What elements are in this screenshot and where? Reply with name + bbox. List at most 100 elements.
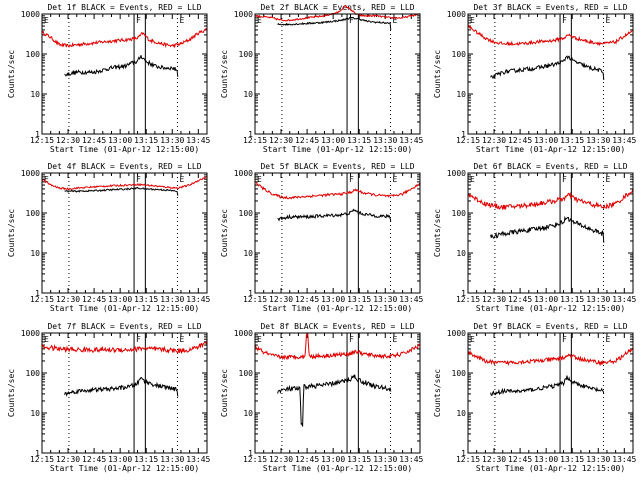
x-tick-label: 13:45 xyxy=(186,455,210,464)
x-tick-label: 13:15 xyxy=(134,136,158,145)
y-axis-label: Counts/sec xyxy=(7,50,16,98)
x-tick-label: 12:15 xyxy=(243,295,267,304)
x-tick-label: 12:30 xyxy=(56,136,80,145)
y-tick-label: 1 xyxy=(248,449,253,458)
plot-frame xyxy=(467,13,634,135)
y-axis-ticks xyxy=(468,15,633,135)
events-series-line xyxy=(277,374,392,427)
x-tick-label: 13:00 xyxy=(534,455,558,464)
time-marker-label: E xyxy=(470,16,475,25)
x-tick-label: 12:15 xyxy=(456,455,480,464)
time-marker-label: E xyxy=(392,16,397,25)
y-tick-label: 1000 xyxy=(234,169,253,178)
x-tick-label: 13:00 xyxy=(321,455,345,464)
x-tick-label: 13:00 xyxy=(534,136,558,145)
events-series-line xyxy=(64,376,179,397)
time-marker-label: E xyxy=(470,175,475,184)
y-tick-label: 100 xyxy=(26,50,41,59)
y-tick-label: 100 xyxy=(452,209,467,218)
x-axis-label: Start Time (01-Apr-12 12:15:00) xyxy=(50,464,199,473)
chart-title: Det 3f BLACK = Events, RED = LLD xyxy=(473,3,627,12)
x-tick-label: 13:45 xyxy=(612,136,636,145)
y-tick-label: 10 xyxy=(243,90,253,99)
time-marker-label: F xyxy=(349,175,354,184)
y-axis-ticks xyxy=(42,174,207,294)
y-tick-label: 1000 xyxy=(234,329,253,338)
chart-panel-2: Det 2f BLACK = Events, RED = LLD Counts/s… xyxy=(220,3,424,154)
x-axis-label: Start Time (01-Apr-12 12:15:00) xyxy=(263,304,412,313)
time-marker-label: E xyxy=(392,335,397,344)
x-tick-label: 13:15 xyxy=(347,455,371,464)
x-axis-label: Start Time (01-Apr-12 12:15:00) xyxy=(476,145,625,154)
y-tick-label: 10 xyxy=(456,409,466,418)
chart-title: Det 7f BLACK = Events, RED = LLD xyxy=(47,322,201,331)
x-tick-label: 13:30 xyxy=(373,295,397,304)
time-marker-label: E xyxy=(44,335,49,344)
x-tick-label: 13:30 xyxy=(586,295,610,304)
x-tick-label: 13:45 xyxy=(612,455,636,464)
x-tick-label: 13:00 xyxy=(534,295,558,304)
y-tick-label: 10 xyxy=(456,249,466,258)
y-tick-label: 1000 xyxy=(447,329,466,338)
x-tick-label: 12:15 xyxy=(30,295,54,304)
x-axis-ticks xyxy=(254,14,421,134)
chart-title: Det 5f BLACK = Events, RED = LLD xyxy=(260,162,414,171)
x-axis-label: Start Time (01-Apr-12 12:15:00) xyxy=(476,464,625,473)
x-tick-label: 12:30 xyxy=(56,295,80,304)
chart-panel-7: Det 7f BLACK = Events, RED = LLD Counts/s… xyxy=(7,322,211,473)
x-tick-label: 12:30 xyxy=(269,295,293,304)
chart-panel-9: Det 9f BLACK = Events, RED = LLD Counts/s… xyxy=(433,322,637,473)
chart-panel-4: Det 4f BLACK = Events, RED = LLD Counts/s… xyxy=(7,162,211,313)
x-tick-label: 13:45 xyxy=(399,136,423,145)
x-tick-label: 12:45 xyxy=(82,455,106,464)
lld-series-line xyxy=(41,340,208,355)
x-tick-label: 12:45 xyxy=(295,295,319,304)
y-tick-label: 1000 xyxy=(447,169,466,178)
y-tick-label: 1000 xyxy=(21,329,40,338)
time-marker-label: E xyxy=(179,335,184,344)
y-axis-label: Counts/sec xyxy=(7,369,16,417)
y-tick-label: 1 xyxy=(461,130,466,139)
x-tick-label: 13:15 xyxy=(347,136,371,145)
time-marker-label: E xyxy=(257,335,262,344)
x-tick-label: 13:15 xyxy=(134,455,158,464)
chart-title: Det 8f BLACK = Events, RED = LLD xyxy=(260,322,414,331)
y-axis-label: Counts/sec xyxy=(220,209,229,257)
y-axis-label: Counts/sec xyxy=(433,50,442,98)
x-tick-label: 13:00 xyxy=(321,295,345,304)
y-axis-label: Counts/sec xyxy=(220,369,229,417)
y-axis-ticks xyxy=(468,174,633,294)
plot-frame xyxy=(467,172,634,294)
lld-series-line xyxy=(254,332,421,361)
chart-title: Det 2f BLACK = Events, RED = LLD xyxy=(260,3,414,12)
y-tick-label: 100 xyxy=(452,50,467,59)
time-marker-label: F xyxy=(349,335,354,344)
x-tick-label: 13:30 xyxy=(160,136,184,145)
chart-title: Det 4f BLACK = Events, RED = LLD xyxy=(47,162,201,171)
x-tick-label: 12:45 xyxy=(508,295,532,304)
chart-panel-5: Det 5f BLACK = Events, RED = LLD Counts/s… xyxy=(220,162,424,313)
time-marker-label: E xyxy=(605,16,610,25)
lld-series-line xyxy=(467,24,634,47)
time-marker-label: E xyxy=(257,16,262,25)
time-marker-label: F xyxy=(136,16,141,25)
x-tick-label: 13:15 xyxy=(560,455,584,464)
y-tick-label: 1000 xyxy=(234,10,253,19)
x-tick-label: 12:45 xyxy=(82,295,106,304)
x-tick-label: 13:00 xyxy=(321,136,345,145)
x-tick-label: 13:30 xyxy=(373,136,397,145)
x-axis-label: Start Time (01-Apr-12 12:15:00) xyxy=(263,145,412,154)
y-tick-label: 100 xyxy=(452,369,467,378)
x-tick-label: 12:30 xyxy=(56,455,80,464)
events-series-line xyxy=(64,55,179,77)
time-marker-label: F xyxy=(562,175,567,184)
x-tick-label: 12:15 xyxy=(30,136,54,145)
chart-panel-6: Det 6f BLACK = Events, RED = LLD Counts/s… xyxy=(433,162,637,313)
y-tick-label: 1000 xyxy=(447,10,466,19)
plot-frame xyxy=(41,13,208,135)
x-tick-label: 12:45 xyxy=(82,136,106,145)
lld-series-line xyxy=(41,28,208,49)
y-tick-label: 1000 xyxy=(21,10,40,19)
time-marker-label: E xyxy=(470,335,475,344)
